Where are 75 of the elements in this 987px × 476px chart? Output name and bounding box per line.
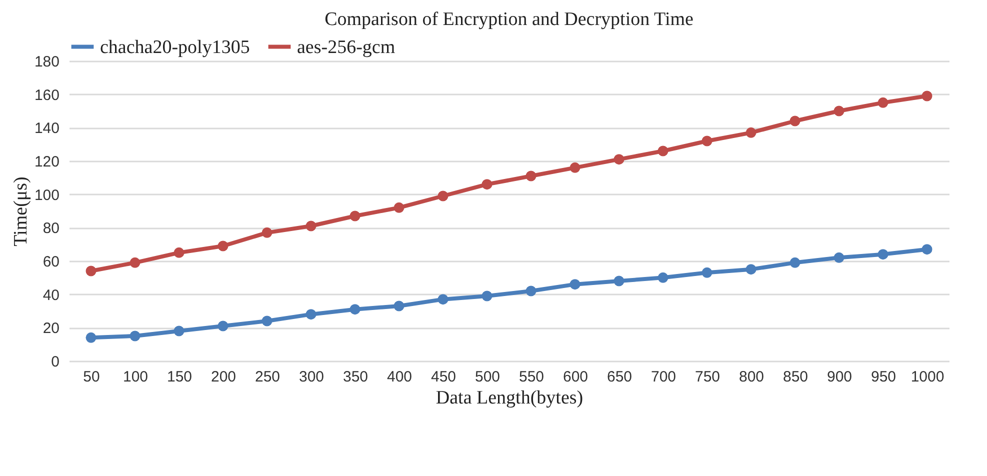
y-tick-label: 180 <box>34 54 60 70</box>
x-tick-label: 450 <box>430 368 456 386</box>
x-tick-label: 250 <box>254 368 280 386</box>
point <box>394 202 404 213</box>
point <box>614 276 624 286</box>
y-axis-title: Time(μs) <box>10 176 32 246</box>
y-tick-label: 20 <box>42 320 60 338</box>
point <box>130 330 140 342</box>
point <box>922 90 932 102</box>
x-tick-label: 300 <box>298 368 324 386</box>
point <box>306 309 316 320</box>
point <box>306 220 316 232</box>
y-tick-label: 100 <box>34 186 60 204</box>
point <box>350 210 360 222</box>
point <box>834 106 844 116</box>
point <box>878 249 888 260</box>
x-tick-label: 800 <box>738 368 764 386</box>
point <box>350 304 360 315</box>
x-tick-label: 550 <box>518 368 544 386</box>
x-tick-label: 150 <box>166 368 192 386</box>
y-tick-label: 160 <box>34 86 60 104</box>
y-tick-label: 40 <box>42 286 60 304</box>
x-tick-label: 900 <box>826 368 852 386</box>
y-tick-label: 60 <box>42 254 60 270</box>
point <box>526 170 536 182</box>
x-tick-label: 850 <box>782 368 808 386</box>
x-tick-label: 950 <box>870 368 896 386</box>
x-tick-label: 350 <box>342 368 368 386</box>
point <box>790 116 800 126</box>
point <box>86 332 96 343</box>
x-tick-label: 750 <box>694 368 720 386</box>
point <box>878 97 888 108</box>
point <box>218 240 228 252</box>
point <box>394 300 404 312</box>
x-tick-label: 400 <box>386 368 412 386</box>
point <box>922 244 932 255</box>
x-tick-label: 50 <box>83 368 100 386</box>
y-tick-label: 140 <box>34 120 60 138</box>
point <box>262 316 272 326</box>
point <box>702 267 712 278</box>
x-tick-label: 1000 <box>910 368 944 386</box>
legend-label: aes-256-gcm <box>297 36 396 58</box>
point <box>262 227 272 238</box>
point <box>438 294 448 305</box>
point <box>174 326 184 336</box>
point <box>130 257 140 268</box>
point <box>658 272 668 283</box>
y-tick-label: 80 <box>42 220 60 238</box>
point <box>174 247 184 258</box>
point <box>746 127 756 138</box>
point <box>526 286 536 296</box>
point <box>570 162 580 173</box>
point <box>482 290 492 302</box>
x-tick-label: 500 <box>474 368 500 386</box>
legend-label: chacha20-poly1305 <box>100 36 250 58</box>
x-tick-label: 650 <box>606 368 632 386</box>
x-tick-label: 200 <box>210 368 236 386</box>
x-tick-label: 700 <box>650 368 676 386</box>
point <box>746 264 756 275</box>
point <box>438 190 448 202</box>
point <box>790 257 800 268</box>
chart-title: Comparison of Encryption and Decryption Time <box>324 9 694 30</box>
point <box>658 146 668 156</box>
point <box>834 252 844 263</box>
x-tick-label: 100 <box>122 368 148 386</box>
point <box>482 179 492 190</box>
point <box>614 154 624 165</box>
y-tick-label: 0 <box>51 354 60 370</box>
point <box>218 320 228 332</box>
point <box>570 279 580 290</box>
y-tick-label: 120 <box>34 154 60 170</box>
point <box>86 266 96 276</box>
x-tick-label: 600 <box>562 368 588 386</box>
x-axis-title: Data Length(bytes) <box>436 388 584 408</box>
point <box>702 136 712 146</box>
